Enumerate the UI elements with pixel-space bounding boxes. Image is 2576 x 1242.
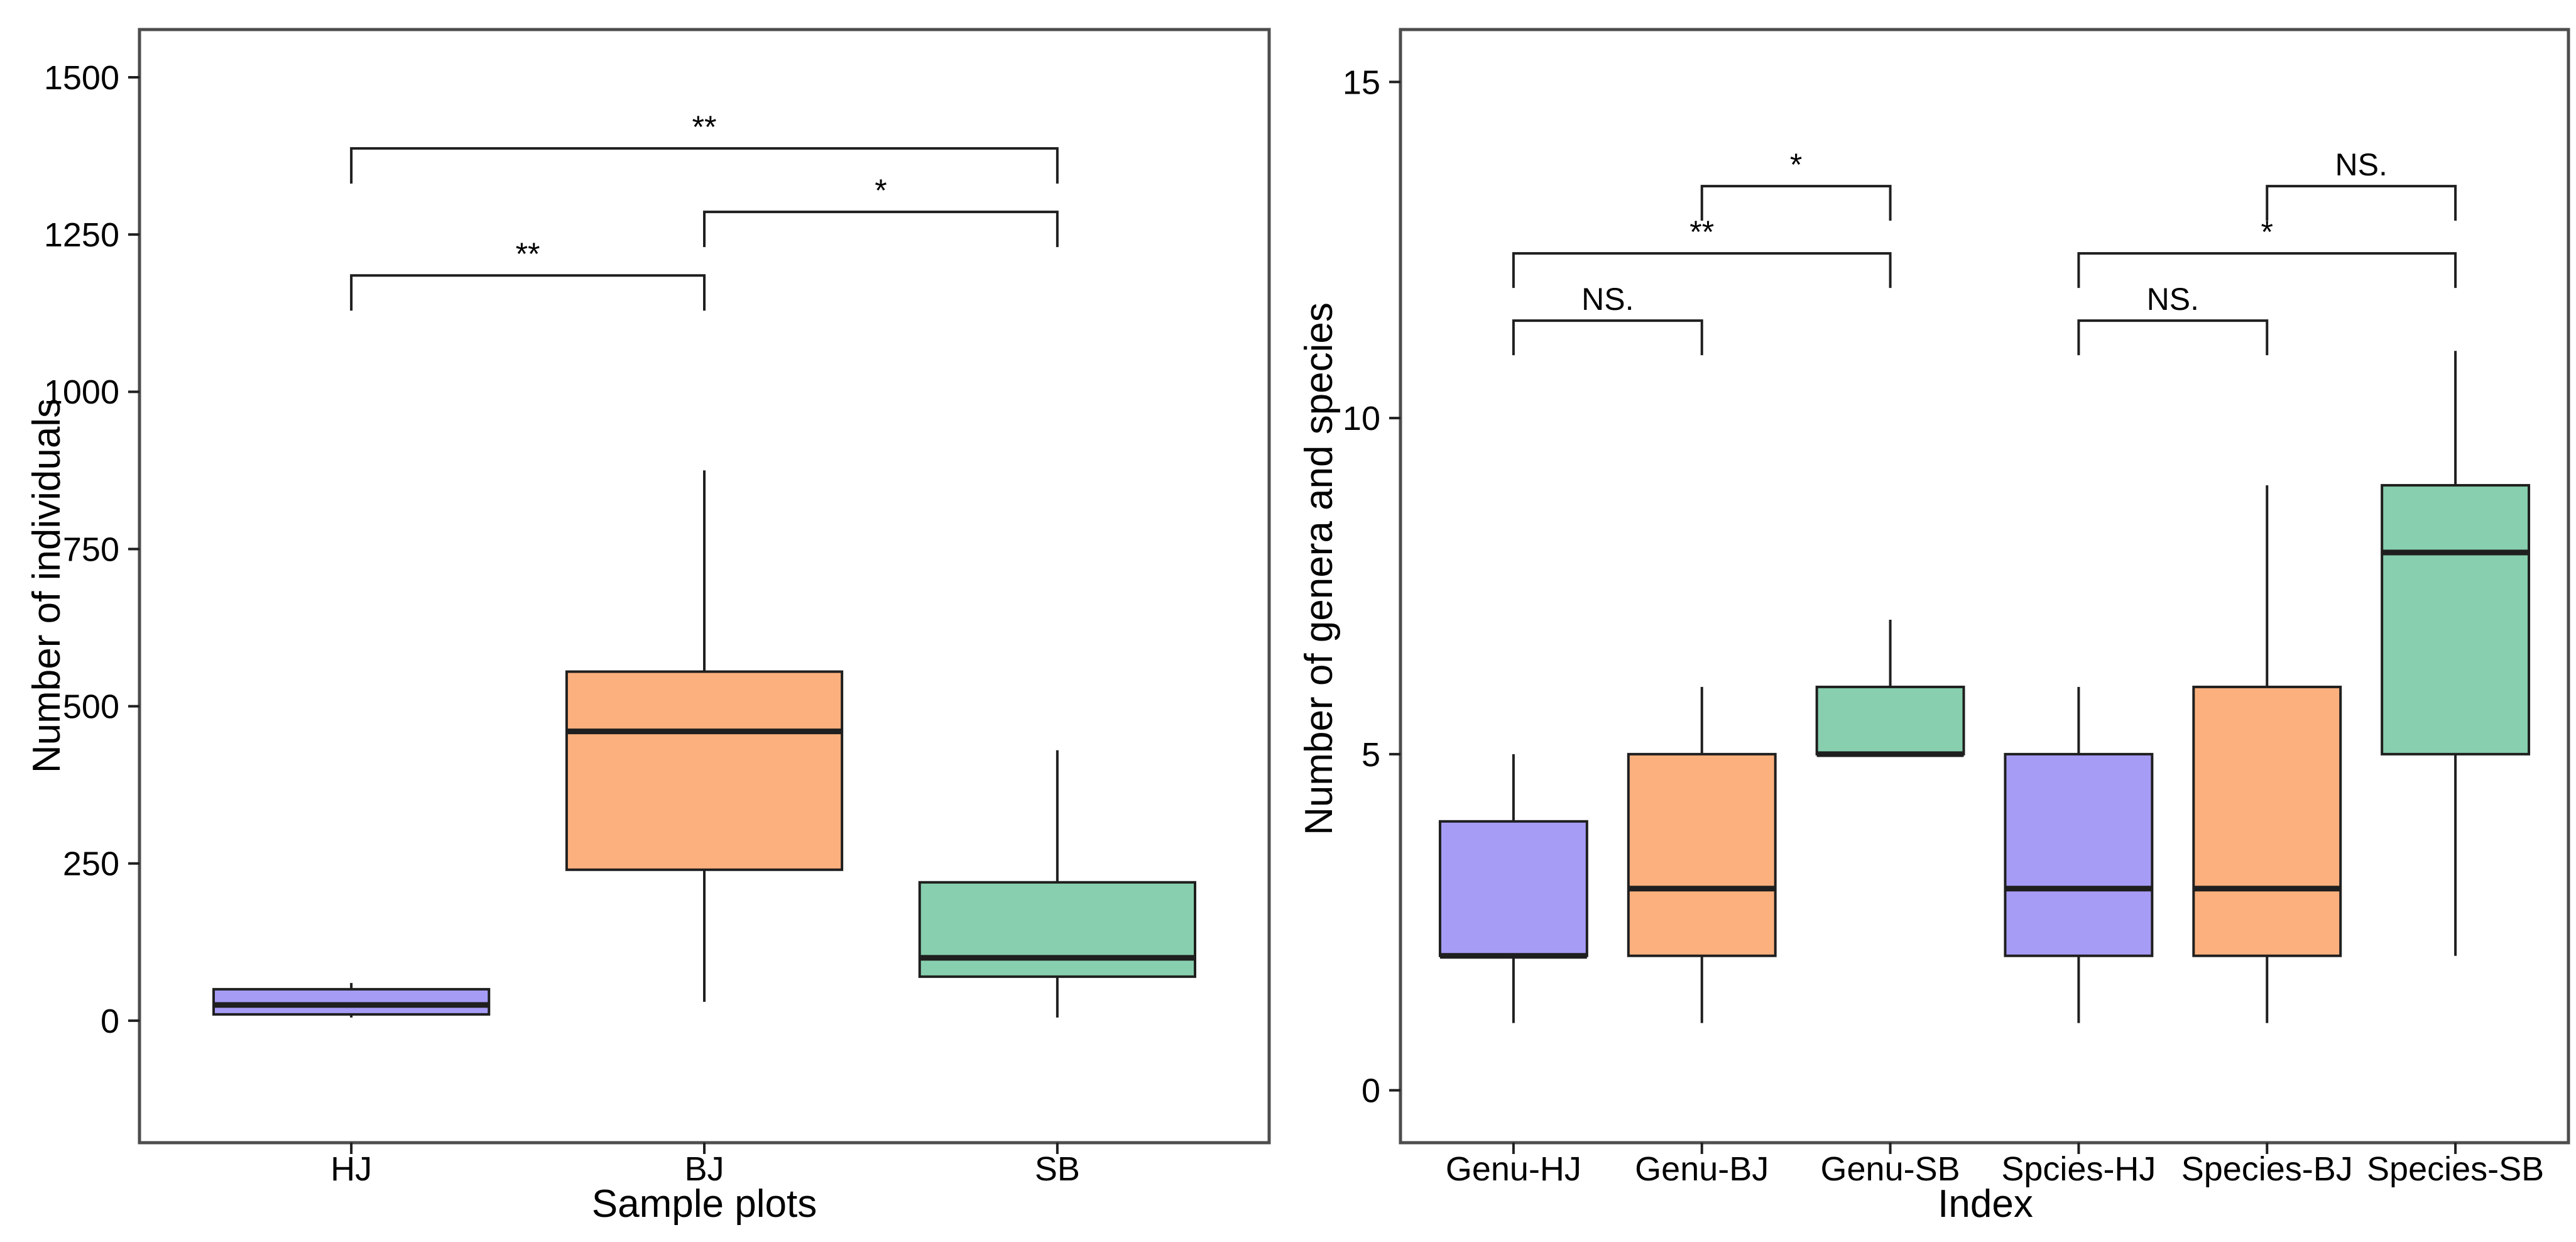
left-significance-label: ** (692, 109, 717, 145)
left-box-HJ (212, 987, 491, 1016)
left-significance-label: ** (516, 236, 540, 272)
right-x-category-label: Species-SB (2367, 1150, 2544, 1188)
right-box-Species-BJ (2192, 685, 2342, 957)
right-box-Spcies-HJ (2004, 752, 2154, 957)
left-significance-bracket (350, 274, 706, 311)
left-y-tick-label: 0 (101, 1003, 119, 1040)
left-y-axis-title: Number of individuals (25, 398, 68, 774)
left-significance-bracket (703, 211, 1059, 248)
left-y-tick-label: 1000 (44, 373, 119, 411)
left-box-BJ (565, 670, 844, 871)
left-x-category-label: HJ (330, 1150, 372, 1188)
right-significance-label: NS. (1581, 282, 1634, 317)
right-significance-bracket (2266, 185, 2457, 221)
right-significance-label: * (2261, 214, 2273, 250)
left-y-tick-label: 1500 (44, 59, 119, 97)
right-significance-bracket (2077, 319, 2269, 356)
left-x-category-label: BJ (684, 1150, 724, 1188)
left-x-category-label: SB (1035, 1150, 1080, 1188)
right-y-tick-label: 10 (1343, 400, 1380, 437)
right-significance-bracket (1512, 252, 1892, 289)
left-significance-bracket (350, 147, 1059, 184)
right-significance-bracket (1700, 185, 1892, 221)
right-box-Genu-HJ (1438, 820, 1588, 957)
left-y-tick-label: 500 (63, 688, 119, 726)
left-y-tick-label: 250 (63, 845, 119, 883)
right-box-Genu-SB (1815, 685, 1965, 756)
right-significance-bracket (1512, 319, 1703, 356)
right-y-tick-label: 5 (1362, 736, 1380, 774)
right-x-category-label: Species-BJ (2181, 1150, 2353, 1188)
right-panel-border (1399, 28, 2570, 1145)
right-x-category-label: Spcies-HJ (2001, 1150, 2156, 1188)
left-y-tick-label: 1250 (44, 216, 119, 254)
right-significance-label: NS. (2147, 282, 2199, 317)
left-significance-label: * (875, 173, 887, 208)
right-y-axis-title: Number of genera and species (1297, 302, 1341, 835)
right-box-Genu-BJ (1627, 752, 1777, 957)
right-significance-bracket (2077, 252, 2457, 289)
right-y-tick-label: 0 (1362, 1072, 1380, 1109)
right-box-Species-SB (2381, 484, 2531, 756)
right-x-category-label: Genu-SB (1821, 1150, 1960, 1188)
right-y-tick-label: 15 (1343, 63, 1380, 101)
left-box-SB (918, 881, 1197, 978)
left-y-tick-label: 750 (63, 530, 119, 568)
right-significance-label: NS. (2335, 147, 2387, 182)
right-x-category-label: Genu-HJ (1446, 1150, 1581, 1188)
left-x-axis-title: Sample plots (591, 1182, 817, 1226)
right-significance-label: * (1790, 147, 1802, 182)
right-x-category-label: Genu-BJ (1635, 1150, 1769, 1188)
right-x-axis-title: Index (1938, 1182, 2033, 1226)
